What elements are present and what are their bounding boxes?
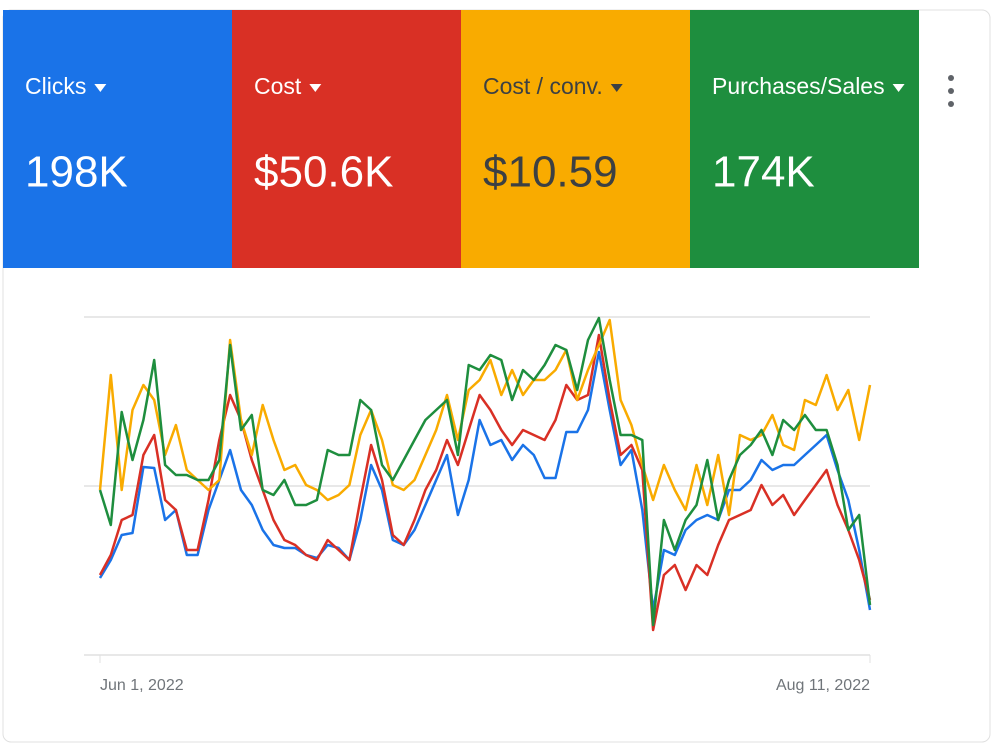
menu-dot (948, 75, 954, 81)
dropdown-caret (309, 84, 322, 92)
x-tick-label: Jun 1, 2022 (100, 677, 184, 694)
tile-value: $10.59 (483, 148, 618, 197)
tile-value: 198K (25, 148, 128, 197)
metric-tile[interactable]: Clicks 198K (3, 10, 232, 268)
more-menu[interactable] (948, 75, 954, 107)
x-tick-label: Aug 11, 2022 (776, 677, 870, 694)
tile-label: Cost (254, 73, 302, 99)
tile-value: 174K (712, 148, 815, 197)
metric-tile[interactable]: Cost / conv. $10.59 (461, 10, 690, 268)
series-line (98, 350, 872, 612)
tile-background (461, 10, 690, 268)
tile-label: Purchases/Sales (712, 73, 885, 99)
tile-label: Cost / conv. (483, 73, 603, 99)
dropdown-caret (610, 84, 623, 92)
dropdown-caret (892, 84, 905, 92)
series-line (98, 316, 872, 627)
tile-background (690, 10, 919, 268)
metric-tile[interactable]: Cost $50.6K (232, 10, 461, 268)
menu-dot (948, 101, 954, 107)
tile-background (232, 10, 461, 268)
dropdown-caret (94, 84, 107, 92)
tile-background (3, 10, 232, 268)
menu-dot (948, 88, 954, 94)
metric-tile[interactable]: Purchases/Sales 174K (690, 10, 919, 268)
tile-value: $50.6K (254, 148, 393, 197)
series-line (98, 333, 872, 632)
tile-label: Clicks (25, 73, 86, 99)
